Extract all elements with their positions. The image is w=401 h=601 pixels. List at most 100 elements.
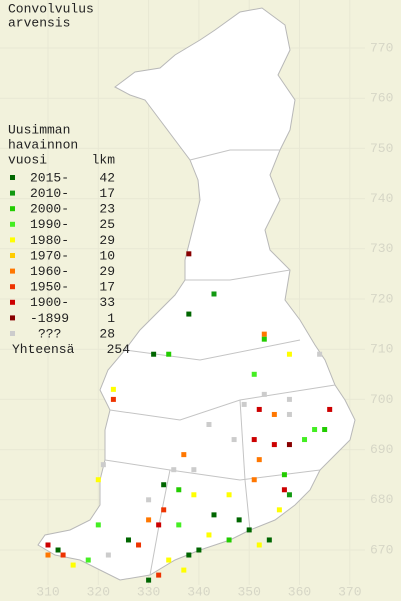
legend-swatch [10,331,15,336]
legend-swatch [10,190,15,196]
y-axis-label: 730 [370,241,393,256]
occurrence-square [246,527,252,533]
finland-outline [37,7,356,581]
occurrence-square [176,522,182,528]
legend-header: vuosi [8,152,47,167]
occurrence-square [136,542,142,548]
legend-count: 17 [99,186,115,201]
legend-count-header: lkm [92,152,116,167]
legend-swatch [10,284,15,290]
occurrence-square [251,477,257,483]
legend-swatch [10,253,15,258]
occurrence-square [312,427,318,433]
border [239,399,251,531]
y-axis-label: 750 [370,141,393,156]
occurrence-square [110,396,116,402]
x-axis-label: 350 [237,584,260,599]
occurrence-square [206,422,212,427]
occurrence-square [125,537,131,543]
occurrence-square [271,411,277,417]
y-axis-label: 720 [370,291,393,306]
legend-count: 10 [99,248,115,263]
occurrence-square [151,351,157,357]
occurrence-square [226,537,232,543]
occurrence-square [261,331,267,337]
legend-swatch [10,175,15,180]
occurrence-square [186,552,192,558]
y-axis-label: 740 [370,191,393,206]
legend-count: 1 [107,311,115,326]
occurrence-square [302,437,308,443]
occurrence-square [286,396,292,402]
legend-count: 33 [99,295,115,310]
border [149,469,171,576]
legend-swatch [10,268,15,274]
occurrence-square [186,311,192,317]
occurrence-square [281,472,287,478]
occurrence-square [146,577,152,583]
occurrence-square [166,351,172,357]
legend-label: 1960- [30,264,69,279]
border [189,149,280,161]
legend-swatch [10,237,15,243]
occurrence-square [286,492,292,498]
occurrence-square [161,482,167,488]
x-axis-label: 340 [187,584,210,599]
points [45,251,333,583]
y-axis-label: 700 [370,392,393,407]
region-borders [104,149,336,576]
legend-label: 2015- [30,170,69,185]
occurrence-square [171,467,177,473]
occurrence-square [276,507,282,513]
legend-total-label: Yhteensä [12,342,75,357]
occurrence-square [161,507,167,513]
legend-count: 23 [99,202,115,217]
occurrence-square [146,517,152,523]
legend-label: 1970- [30,248,69,263]
legend-count: 42 [99,170,115,185]
legend-label: 1990- [30,217,69,232]
occurrence-square [95,522,101,528]
legend-swatch [10,206,15,212]
occurrence-square [281,487,287,493]
legend-count: 28 [99,326,115,341]
legend-label: 1950- [30,280,69,295]
y-axis-label: 670 [370,542,393,557]
occurrence-square [266,537,272,543]
occurrence-square [256,542,262,548]
occurrence-square [105,552,111,558]
occurrence-square [196,547,202,553]
border [124,339,301,361]
occurrence-square [110,386,116,392]
occurrence-square [251,437,257,443]
occurrence-square [231,437,237,443]
legend-swatch [10,221,15,227]
occurrence-square [286,442,292,448]
x-axis-label: 360 [288,584,311,599]
occurrence-square [156,572,162,578]
occurrence-square [211,512,217,518]
occurrence-square [261,336,267,342]
legend-swatch [10,315,15,321]
occurrence-square [322,427,328,433]
title: arvensis [8,15,70,30]
legend-label: ??? [38,326,61,341]
occurrence-square [156,522,162,528]
legend-count: 17 [99,280,115,295]
occurrence-square [261,391,267,397]
occurrence-square [191,467,197,473]
y-axis-label: 760 [370,91,393,106]
legend-count: 29 [99,233,115,248]
legend-count: 29 [99,264,115,279]
occurrence-square [256,457,262,463]
x-axis-label: 330 [137,584,160,599]
occurrence-square [95,477,101,483]
occurrence-square [60,552,66,558]
occurrence-square [55,547,61,553]
legend-total: 254 [107,342,131,357]
border [104,459,321,481]
occurrence-square [327,406,333,412]
legend-label: 2000- [30,202,69,217]
legend-label: -1899 [30,311,69,326]
